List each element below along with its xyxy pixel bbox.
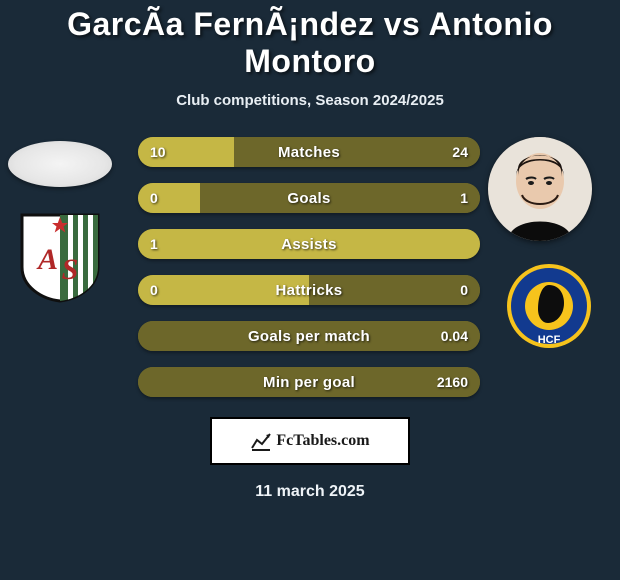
stat-bar-value-right bbox=[456, 229, 480, 259]
stat-bar-value-right: 2160 bbox=[425, 367, 480, 397]
stat-bar: Matches10 24 bbox=[138, 137, 480, 167]
attribution-text: FcTables.com bbox=[276, 432, 369, 450]
comparison-stage: A S HCF bbox=[0, 137, 620, 407]
player-right-avatar bbox=[488, 137, 592, 241]
stat-bar-value-left bbox=[138, 367, 162, 397]
stat-bar: Assists1 bbox=[138, 229, 480, 259]
stat-bar: Hattricks0 0 bbox=[138, 275, 480, 305]
stat-bar-value-left bbox=[138, 321, 162, 351]
chart-icon bbox=[250, 430, 272, 452]
attribution-box: FcTables.com bbox=[210, 417, 410, 465]
stat-bar-value-right: 1 bbox=[448, 183, 480, 213]
page-title: GarcÃ­a FernÃ¡ndez vs Antonio Montoro bbox=[0, 6, 620, 80]
stat-bar: Goals0 1 bbox=[138, 183, 480, 213]
stat-bar-value-right: 24 bbox=[440, 137, 480, 167]
stat-bar: Min per goal2160 bbox=[138, 367, 480, 397]
svg-text:HCF: HCF bbox=[538, 334, 561, 346]
stat-bar-value-right: 0 bbox=[448, 275, 480, 305]
svg-text:A: A bbox=[36, 243, 58, 276]
stat-bar-label: Assists bbox=[138, 229, 480, 259]
stat-bar-label: Hattricks bbox=[138, 275, 480, 305]
stat-bar-value-left: 1 bbox=[138, 229, 170, 259]
stat-bar-label: Goals bbox=[138, 183, 480, 213]
stat-bar-value-left: 0 bbox=[138, 275, 170, 305]
infographic: GarcÃ­a FernÃ¡ndez vs Antonio Montoro Cl… bbox=[0, 0, 620, 580]
ring-crest-icon: HCF bbox=[506, 263, 592, 349]
club-right-crest: HCF bbox=[506, 263, 592, 349]
stat-bar-value-left: 10 bbox=[138, 137, 178, 167]
stat-bars: Matches1024Goals01Assists1Hattricks00Goa… bbox=[138, 137, 480, 413]
date-text: 11 march 2025 bbox=[0, 483, 620, 501]
club-left-crest: A S bbox=[18, 211, 102, 303]
player-left-avatar bbox=[8, 141, 112, 187]
shield-icon: A S bbox=[18, 211, 102, 303]
svg-text:S: S bbox=[62, 253, 79, 286]
stat-bar-value-left: 0 bbox=[138, 183, 170, 213]
subtitle: Club competitions, Season 2024/2025 bbox=[0, 92, 620, 109]
stat-bar-label: Matches bbox=[138, 137, 480, 167]
stat-bar: Goals per match0.04 bbox=[138, 321, 480, 351]
stat-bar-value-right: 0.04 bbox=[429, 321, 480, 351]
person-icon bbox=[488, 137, 592, 241]
